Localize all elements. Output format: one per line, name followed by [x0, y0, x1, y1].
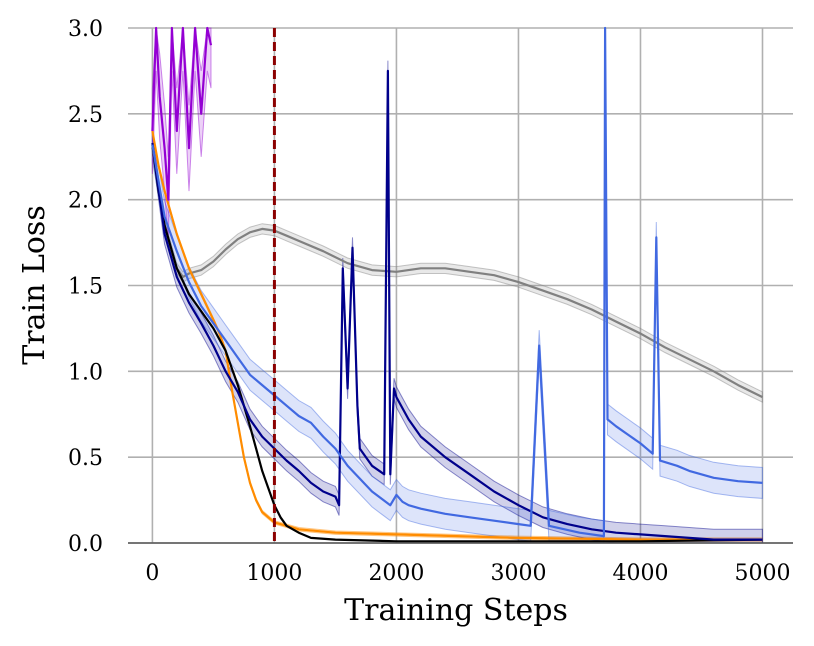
series-line-orange-run	[151, 130, 763, 541]
series-line-black-run	[151, 144, 763, 543]
y-tick-label-1.5: 1.5	[68, 275, 103, 300]
series-line-navy-run	[151, 69, 763, 541]
y-axis-label: Train Loss	[17, 205, 52, 364]
series-line-violet-run	[151, 26, 213, 201]
y-tick-label-0.0: 0.0	[68, 532, 103, 557]
y-tick-label-0.5: 0.5	[68, 446, 103, 471]
series-line-royal-blue-run	[151, 26, 763, 538]
y-tick-label-1.0: 1.0	[68, 360, 103, 385]
grid	[128, 27, 793, 544]
y-ticks: 0.0 0.5 1.0 1.5 2.0 2.5 3.0	[68, 17, 103, 557]
band-royal-blue-run	[151, 27, 763, 544]
x-ticks: 0 1000 2000 3000 4000 5000	[145, 561, 790, 586]
x-tick-label-2000: 2000	[368, 561, 424, 586]
x-tick-label-1000: 1000	[246, 561, 302, 586]
series-line-gray-run	[151, 148, 763, 399]
series-lines	[151, 26, 763, 543]
y-tick-label-3.0: 3.0	[68, 17, 103, 42]
x-tick-label-0: 0	[145, 561, 159, 586]
x-tick-label-3000: 3000	[490, 561, 546, 586]
x-tick-label-5000: 5000	[734, 561, 790, 586]
y-tick-label-2.0: 2.0	[68, 189, 103, 214]
x-tick-label-4000: 4000	[612, 561, 668, 586]
x-axis-label: Training Steps	[344, 593, 568, 628]
y-tick-label-2.5: 2.5	[68, 103, 103, 128]
